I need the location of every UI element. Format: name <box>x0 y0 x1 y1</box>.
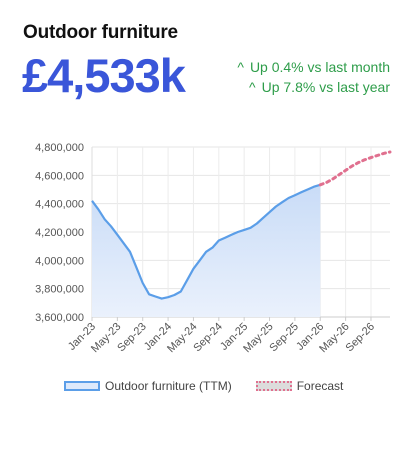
y-tick-label: 4,400,000 <box>35 199 84 211</box>
y-tick-label: 4,800,000 <box>35 142 84 154</box>
change-indicators: ^ Up 0.4% vs last month ^ Up 7.8% vs last … <box>237 57 390 97</box>
legend-swatch-forecast <box>255 381 292 391</box>
x-tick-label: Sep-26 <box>344 321 378 355</box>
y-tick-label: 4,000,000 <box>35 255 84 267</box>
line-chart: 3,600,000 3,800,000 4,000,000 4,200,000 4,40… <box>35 142 392 355</box>
x-tick-label: Sep-24 <box>191 321 225 355</box>
forecast-line <box>318 150 392 187</box>
y-tick-label: 3,600,000 <box>35 312 84 324</box>
change-row-year: ^ Up 7.8% vs last year <box>237 77 390 97</box>
y-tick-label: 4,600,000 <box>35 170 84 182</box>
y-tick-label: 4,200,000 <box>35 227 84 239</box>
x-tick-label: Sep-23 <box>115 321 149 355</box>
history-line <box>91 183 321 300</box>
change-row-month: ^ Up 0.4% vs last month <box>237 57 390 77</box>
change-text-year: Up 7.8% vs last year <box>261 79 390 95</box>
up-chevron-icon: ^ <box>237 59 244 75</box>
up-chevron-icon: ^ <box>249 79 256 95</box>
legend-label-history: Outdoor furniture (TTM) <box>105 379 232 393</box>
legend: Outdoor furniture (TTM) Forecast <box>64 379 343 393</box>
legend-swatch-history <box>64 381 100 391</box>
y-tick-label: 3,800,000 <box>35 284 84 296</box>
legend-label-forecast: Forecast <box>296 379 344 393</box>
chart-title: Outdoor furniture <box>23 22 178 43</box>
x-tick-label: Sep-25 <box>267 321 301 355</box>
headline-value: £4,533k <box>22 49 186 102</box>
change-text-month: Up 0.4% vs last month <box>249 59 390 75</box>
